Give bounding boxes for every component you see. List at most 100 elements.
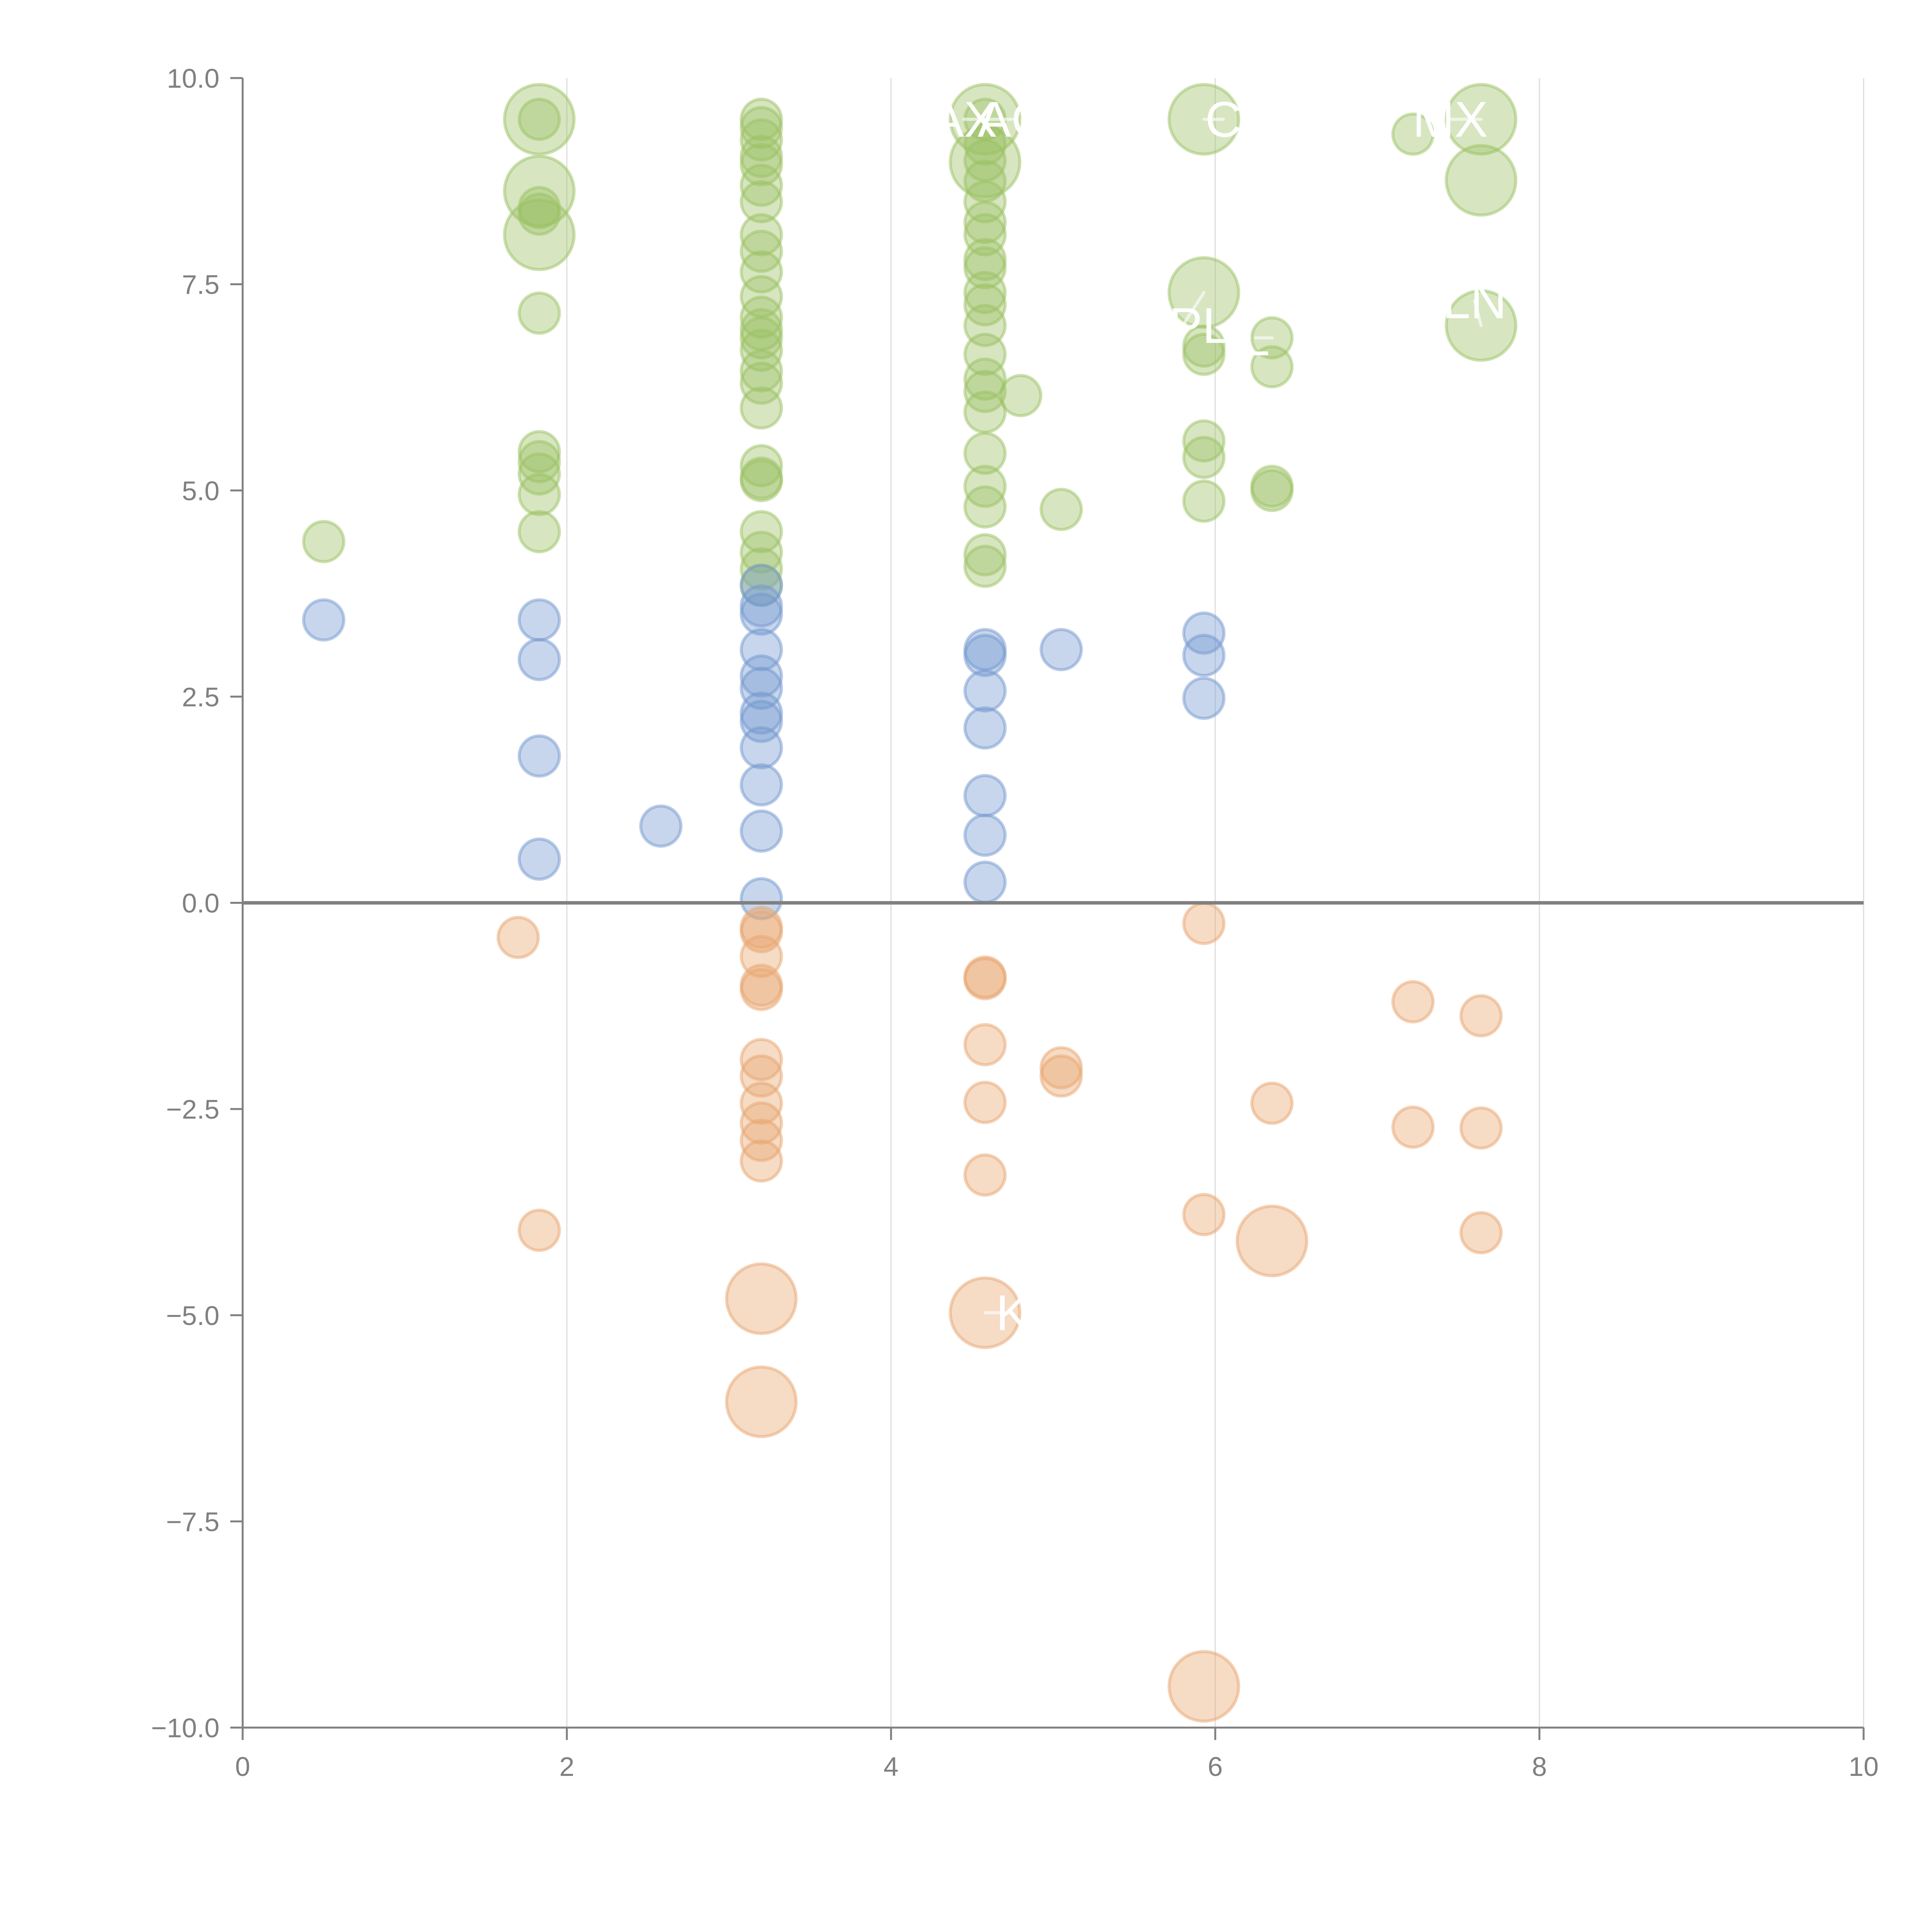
data-point-green bbox=[503, 83, 576, 156]
data-point-green bbox=[740, 213, 783, 257]
data-point-green bbox=[963, 122, 1007, 166]
data-point-green bbox=[740, 349, 783, 393]
data-point-green bbox=[517, 440, 561, 483]
data-point-orange bbox=[1250, 1082, 1294, 1125]
data-point-orange bbox=[740, 968, 783, 1011]
data-point-blue bbox=[517, 598, 561, 642]
annotation-label: C bbox=[1205, 91, 1242, 148]
data-point-green bbox=[963, 544, 1007, 588]
data-point-blue bbox=[639, 804, 683, 848]
data-point-orange bbox=[1391, 980, 1435, 1024]
data-point-blue bbox=[517, 837, 561, 881]
annotation-label: MX bbox=[1413, 91, 1488, 148]
data-point-orange bbox=[963, 1023, 1007, 1066]
data-point-green bbox=[740, 250, 783, 294]
data-point-green bbox=[302, 520, 345, 563]
data-point-green bbox=[963, 485, 1007, 529]
data-point-orange bbox=[740, 1038, 783, 1082]
data-point-blue bbox=[963, 634, 1007, 677]
data-point-green bbox=[1039, 488, 1083, 531]
data-point-orange bbox=[1182, 901, 1226, 945]
data-point-green bbox=[503, 198, 576, 271]
data-point-green bbox=[963, 533, 1007, 577]
data-point-green bbox=[999, 374, 1043, 417]
annotation-label: AC bbox=[978, 91, 1048, 148]
data-point-green bbox=[1182, 435, 1226, 479]
data-point-orange bbox=[1235, 1204, 1308, 1277]
data-point-blue bbox=[963, 774, 1007, 818]
y-tick-label: −7.5 bbox=[166, 1507, 219, 1537]
data-point-orange bbox=[1167, 1650, 1240, 1723]
data-point-orange bbox=[725, 1262, 798, 1335]
data-point-green bbox=[1444, 144, 1517, 217]
data-point-blue bbox=[963, 669, 1007, 713]
data-point-blue bbox=[740, 654, 783, 698]
data-point-blue bbox=[740, 763, 783, 807]
data-point-blue bbox=[517, 734, 561, 778]
x-tick-label: 0 bbox=[235, 1752, 250, 1782]
data-point-orange bbox=[963, 1081, 1007, 1124]
annotation-label: L bbox=[1242, 310, 1270, 366]
data-point-green bbox=[517, 473, 561, 516]
y-tick-label: 5.0 bbox=[182, 476, 219, 506]
data-point-green bbox=[740, 361, 783, 405]
data-point-green bbox=[740, 531, 783, 574]
data-point-green bbox=[1182, 333, 1226, 376]
data-point-orange bbox=[740, 910, 783, 954]
data-point-green bbox=[503, 155, 576, 228]
y-tick-label: 0.0 bbox=[182, 888, 219, 918]
data-point-green bbox=[963, 390, 1007, 434]
y-tick-label: −5.0 bbox=[166, 1301, 219, 1331]
data-point-orange bbox=[517, 1208, 561, 1252]
data-point-blue bbox=[302, 598, 345, 642]
x-tick-label: 4 bbox=[884, 1752, 899, 1782]
data-point-green bbox=[517, 97, 561, 141]
data-point-orange bbox=[740, 1139, 783, 1183]
data-point-green bbox=[740, 163, 783, 207]
data-point-orange bbox=[1391, 1105, 1435, 1149]
data-point-green bbox=[963, 432, 1007, 475]
data-point-blue bbox=[1182, 611, 1226, 655]
data-point-orange bbox=[963, 1153, 1007, 1197]
y-tick-label: 10.0 bbox=[167, 63, 219, 94]
data-point-green bbox=[517, 291, 561, 335]
data-point-green bbox=[1182, 419, 1226, 463]
data-point-green bbox=[963, 357, 1007, 401]
data-point-green bbox=[740, 386, 783, 430]
data-point-orange bbox=[497, 916, 540, 959]
data-point-green bbox=[1391, 112, 1435, 156]
data-point-blue bbox=[963, 813, 1007, 857]
data-point-blue bbox=[963, 861, 1007, 904]
data-point-orange bbox=[1039, 1054, 1083, 1098]
data-point-orange bbox=[963, 955, 1007, 999]
x-tick-label: 10 bbox=[1849, 1752, 1879, 1782]
data-point-green bbox=[963, 213, 1007, 257]
data-point-orange bbox=[1459, 1211, 1503, 1255]
data-point-blue bbox=[1039, 628, 1083, 672]
data-point-green bbox=[517, 510, 561, 553]
data-point-green bbox=[1250, 345, 1294, 389]
axes: 0 2 4 6 8 10 10.0 7.5 5.0 2.5 0.0 −2.5 −5.0 −7.5 −10.0 bbox=[151, 63, 1879, 1782]
data-point-green bbox=[963, 246, 1007, 289]
data-point-blue bbox=[1182, 677, 1226, 720]
data-point-green bbox=[740, 316, 783, 360]
y-tick-label: 7.5 bbox=[182, 270, 219, 300]
x-tick-label: 2 bbox=[560, 1752, 575, 1782]
x-tick-label: 6 bbox=[1208, 1752, 1223, 1782]
data-point-green bbox=[1182, 479, 1226, 523]
data-point-green bbox=[517, 430, 561, 473]
y-tick-label: −10.0 bbox=[151, 1713, 219, 1743]
data-point-orange bbox=[1459, 1106, 1503, 1150]
data-point-green bbox=[740, 459, 783, 502]
annotation-leader bbox=[1473, 299, 1483, 327]
annotation-leader bbox=[1181, 291, 1206, 327]
data-point-blue bbox=[963, 706, 1007, 750]
annotation-label: K bbox=[996, 1284, 1029, 1341]
data-point-orange bbox=[740, 1101, 783, 1145]
x-tick-label: 8 bbox=[1532, 1752, 1547, 1782]
y-tick-label: 2.5 bbox=[182, 682, 219, 712]
data-point-blue bbox=[740, 809, 783, 853]
data-point-blue bbox=[517, 638, 561, 681]
